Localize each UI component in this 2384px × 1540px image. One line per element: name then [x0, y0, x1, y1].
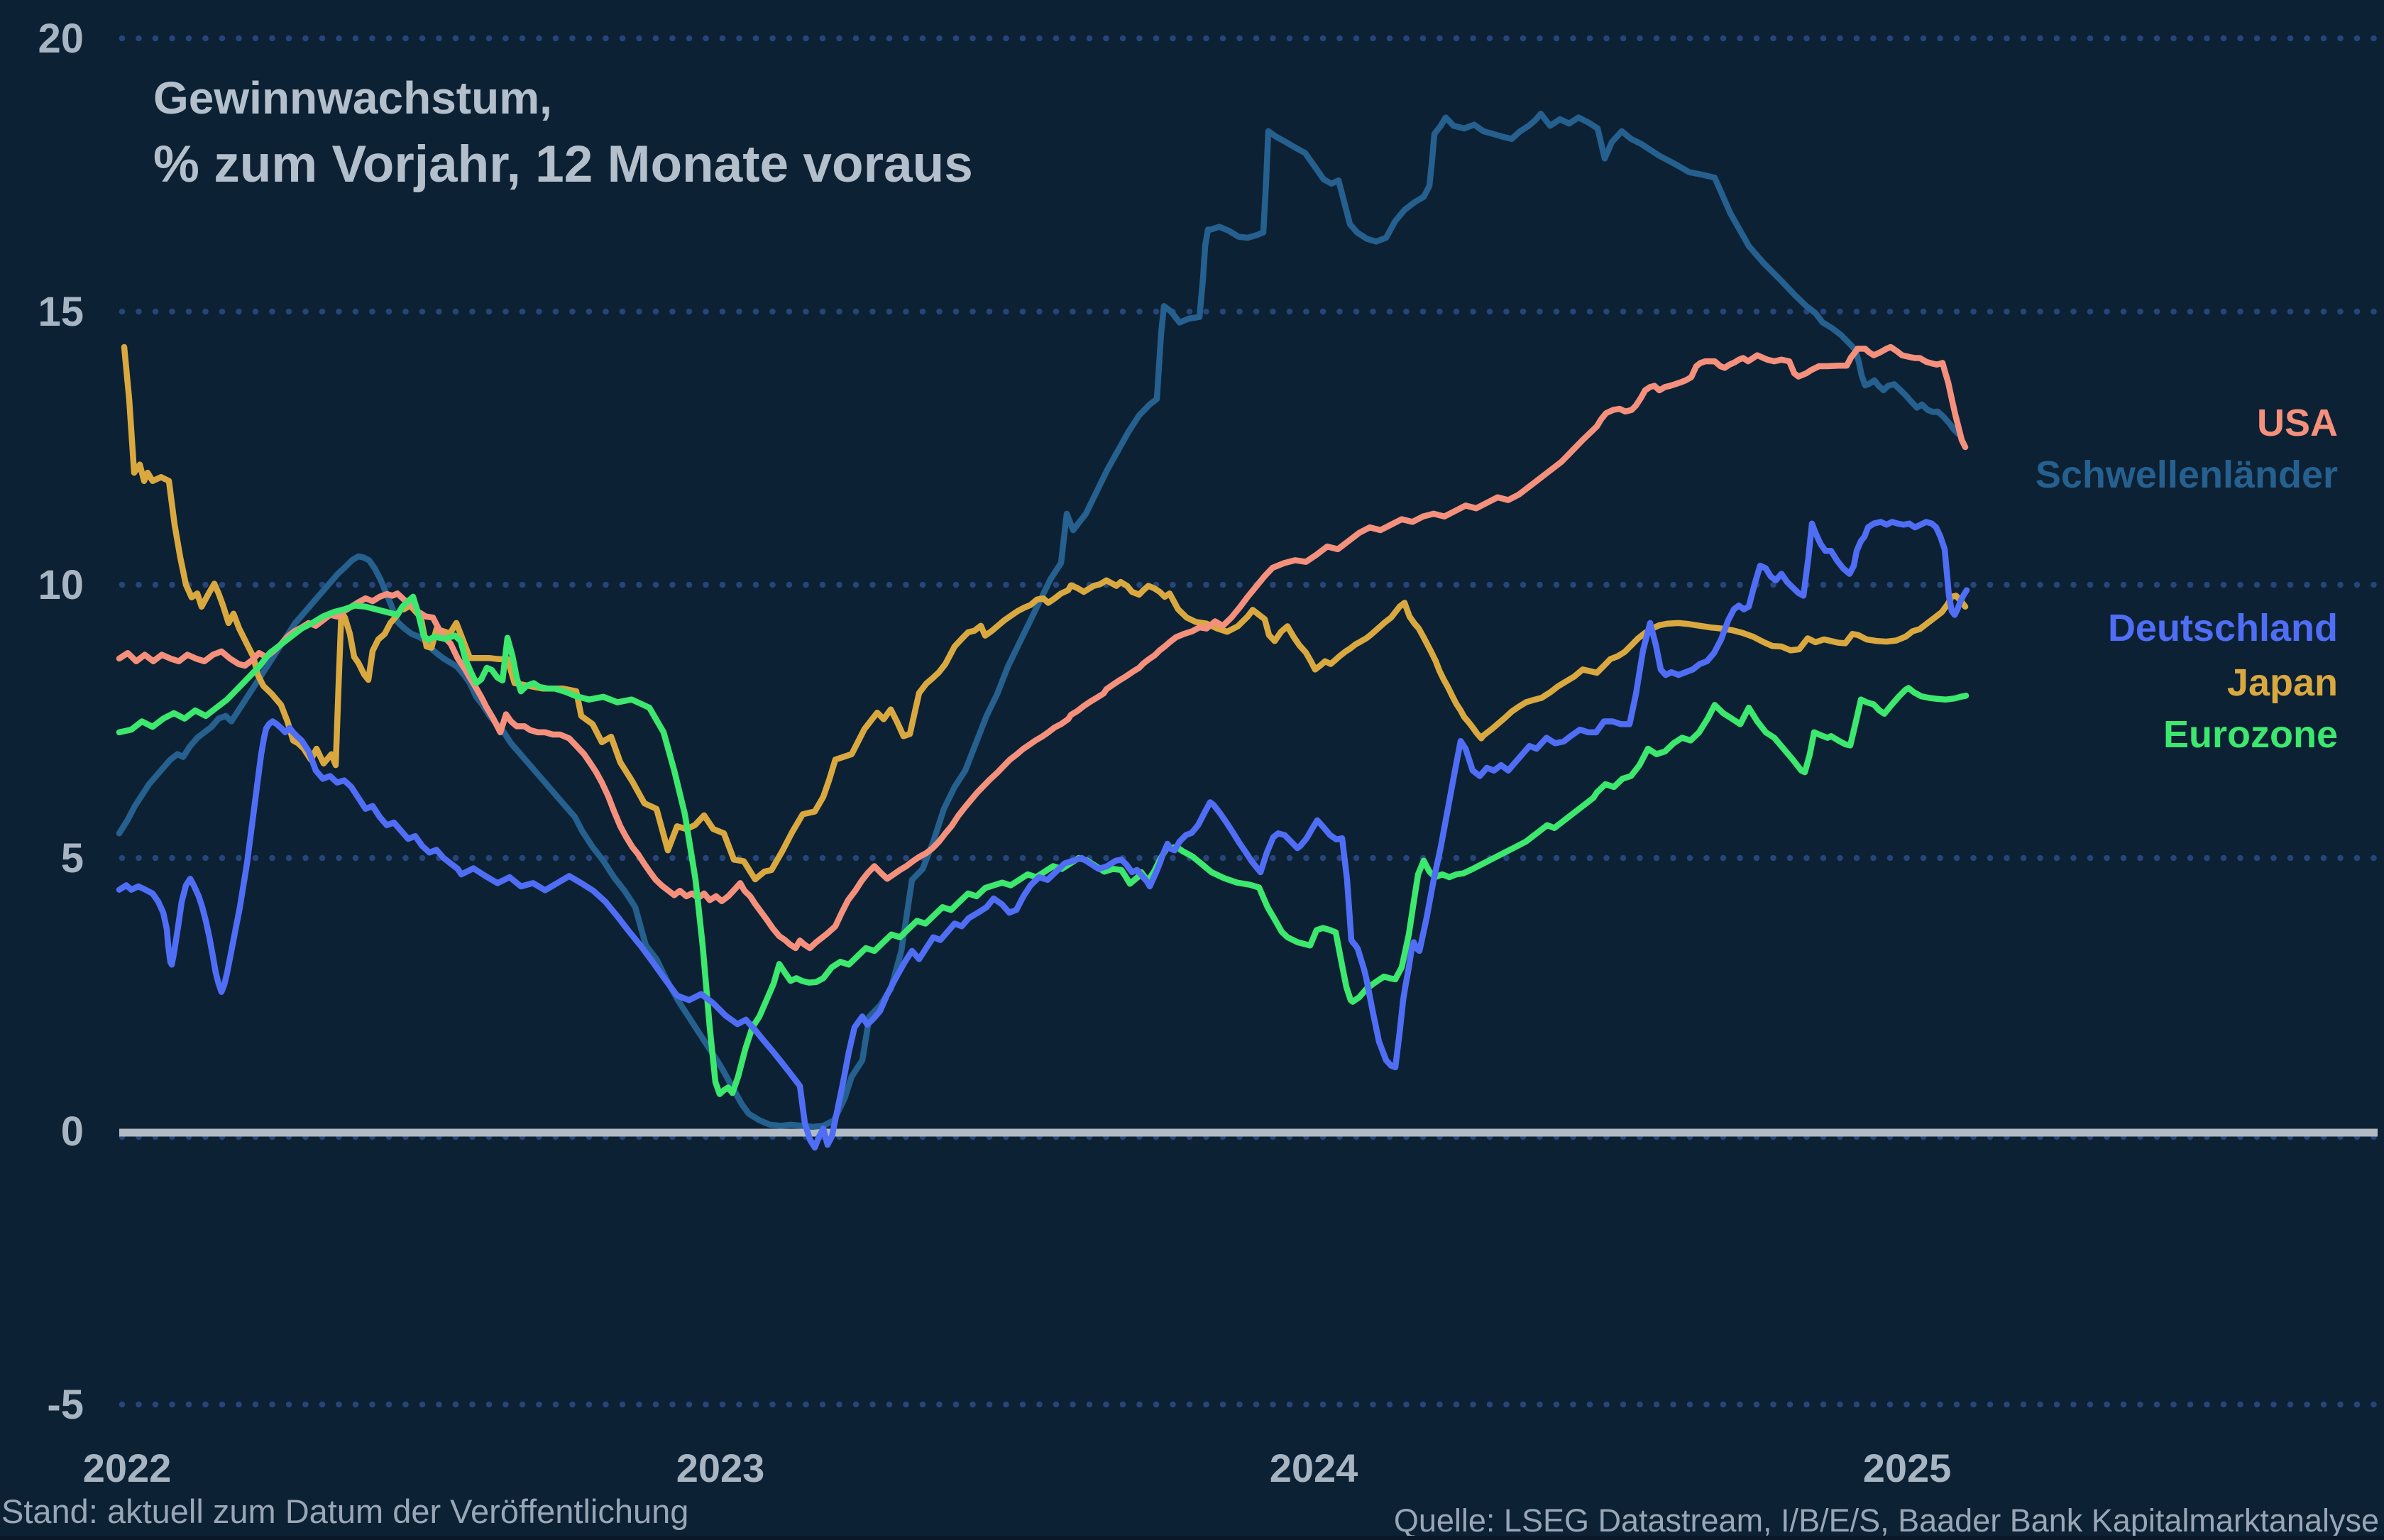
svg-text:Stand: aktuell zum Datum der V: Stand: aktuell zum Datum der Veröffentli… — [1, 1492, 688, 1530]
svg-text:USA: USA — [2257, 402, 2338, 444]
svg-text:2023: 2023 — [676, 1446, 765, 1490]
svg-text:2025: 2025 — [1863, 1446, 1952, 1490]
svg-text:Gewinnwachstum,: Gewinnwachstum, — [153, 72, 552, 123]
svg-text:2022: 2022 — [83, 1446, 172, 1490]
svg-text:-5: -5 — [47, 1382, 84, 1428]
svg-text:5: 5 — [61, 835, 84, 881]
svg-text:0: 0 — [61, 1109, 84, 1155]
svg-text:10: 10 — [38, 562, 84, 608]
svg-text:Quelle: LSEG Datastream, I/B/E: Quelle: LSEG Datastream, I/B/E/S, Baader… — [1394, 1502, 2379, 1539]
svg-text:Schwellenländer: Schwellenländer — [2036, 453, 2338, 496]
svg-text:2024: 2024 — [1270, 1446, 1358, 1490]
svg-text:15: 15 — [38, 289, 84, 335]
svg-text:% zum Vorjahr, 12 Monate vorau: % zum Vorjahr, 12 Monate voraus — [153, 136, 973, 193]
svg-text:Deutschland: Deutschland — [2108, 607, 2338, 649]
svg-text:Japan: Japan — [2227, 661, 2338, 704]
svg-text:20: 20 — [38, 16, 84, 62]
svg-text:Eurozone: Eurozone — [2163, 713, 2338, 756]
